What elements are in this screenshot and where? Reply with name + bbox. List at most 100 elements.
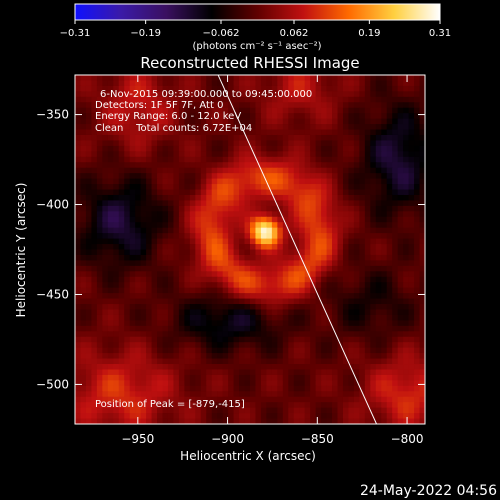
- heatmap-cell: [277, 189, 284, 196]
- heatmap-cell: [129, 391, 136, 398]
- heatmap-cell: [304, 293, 311, 300]
- heatmap-cell: [392, 238, 399, 245]
- heatmap-cell: [85, 194, 93, 202]
- heatmap-cell: [157, 271, 164, 278]
- heatmap-cell: [277, 304, 284, 311]
- heatmap-cell: [135, 167, 142, 174]
- heatmap-cell: [293, 151, 300, 158]
- heatmap-cell: [135, 118, 142, 125]
- heatmap-cell: [419, 293, 425, 300]
- heatmap-cell: [107, 222, 114, 229]
- heatmap-cell: [178, 227, 185, 234]
- heatmap-cell: [75, 80, 82, 87]
- heatmap-cell: [129, 276, 136, 283]
- heatmap-cell: [118, 304, 125, 311]
- heatmap-cell: [414, 347, 421, 354]
- heatmap-cell: [85, 413, 93, 420]
- heatmap-cell: [337, 233, 344, 240]
- heatmap-cell: [342, 145, 350, 152]
- heatmap-cell: [342, 396, 350, 403]
- heatmap-cell: [337, 222, 344, 229]
- heatmap-cell: [266, 205, 273, 212]
- heatmap-cell: [146, 96, 153, 103]
- heatmap-cell: [299, 156, 306, 163]
- heatmap-cell: [375, 293, 382, 300]
- heatmap-cell: [189, 364, 196, 371]
- heatmap-cell: [244, 249, 251, 256]
- heatmap-cell: [419, 391, 425, 398]
- heatmap-cell: [85, 374, 93, 381]
- heatmap-cell: [348, 325, 355, 332]
- heatmap-cell: [222, 211, 229, 218]
- heatmap-cell: [364, 265, 371, 272]
- heatmap-cell: [337, 189, 344, 196]
- heatmap-cell: [200, 85, 207, 92]
- heatmap-cell: [397, 200, 404, 207]
- heatmap-cell: [348, 189, 355, 196]
- heatmap-cell: [184, 113, 191, 120]
- heatmap-cell: [173, 364, 180, 371]
- heatmap-cell: [266, 347, 273, 354]
- heatmap-cell: [282, 118, 289, 125]
- heatmap-cell: [277, 233, 284, 240]
- heatmap-cell: [260, 124, 268, 131]
- heatmap-cell: [146, 124, 153, 131]
- heatmap-cell: [282, 380, 289, 387]
- heatmap-cell: [80, 298, 87, 305]
- heatmap-cell: [326, 233, 333, 240]
- heatmap-cell: [348, 211, 355, 218]
- heatmap-cell: [135, 265, 142, 272]
- heatmap-cell: [80, 374, 87, 381]
- heatmap-cell: [75, 145, 82, 152]
- heatmap-cell: [228, 304, 235, 311]
- heatmap-cell: [250, 342, 257, 349]
- heatmap-cell: [332, 85, 339, 92]
- heatmap-cell: [304, 167, 311, 174]
- heatmap-cell: [85, 407, 93, 414]
- heatmap-cell: [419, 238, 425, 245]
- heatmap-cell: [392, 162, 399, 169]
- heatmap-cell: [129, 314, 136, 321]
- heatmap-cell: [293, 347, 300, 354]
- heatmap-cell: [222, 347, 229, 354]
- heatmap-cell: [315, 194, 322, 202]
- heatmap-cell: [386, 391, 393, 398]
- heatmap-cell: [91, 271, 98, 278]
- heatmap-cell: [321, 391, 328, 398]
- heatmap-cell: [315, 314, 322, 321]
- heatmap-cell: [162, 287, 169, 294]
- heatmap-cell: [342, 140, 350, 147]
- heatmap-cell: [293, 320, 300, 327]
- heatmap-cell: [167, 85, 175, 92]
- heatmap-cell: [102, 304, 109, 311]
- heatmap-cell: [392, 227, 399, 234]
- heatmap-cell: [370, 178, 377, 185]
- heatmap-cell: [348, 353, 355, 360]
- heatmap-cell: [414, 211, 421, 218]
- heatmap-cell: [222, 325, 229, 332]
- heatmap-cell: [80, 407, 87, 414]
- heatmap-cell: [167, 118, 175, 125]
- heatmap-cell: [408, 336, 415, 343]
- heatmap-cell: [162, 118, 169, 125]
- heatmap-cell: [189, 374, 196, 381]
- heatmap-cell: [386, 145, 393, 152]
- heatmap-cell: [118, 369, 125, 376]
- heatmap-cell: [228, 194, 235, 202]
- heatmap-cell: [337, 271, 344, 278]
- heatmap-cell: [96, 233, 103, 240]
- heatmap-cell: [260, 162, 268, 169]
- heatmap-cell: [397, 342, 404, 349]
- heatmap-cell: [326, 102, 333, 109]
- heatmap-cell: [315, 374, 322, 381]
- heatmap-cell: [392, 309, 399, 316]
- heatmap-cell: [408, 80, 415, 87]
- heatmap-cell: [277, 167, 284, 174]
- heatmap-cell: [321, 124, 328, 131]
- heatmap-cell: [233, 282, 240, 289]
- heatmap-cell: [288, 107, 295, 114]
- heatmap-cell: [332, 222, 339, 229]
- heatmap-cell: [124, 309, 131, 316]
- heatmap-cell: [118, 134, 125, 142]
- heatmap-cell: [260, 249, 268, 256]
